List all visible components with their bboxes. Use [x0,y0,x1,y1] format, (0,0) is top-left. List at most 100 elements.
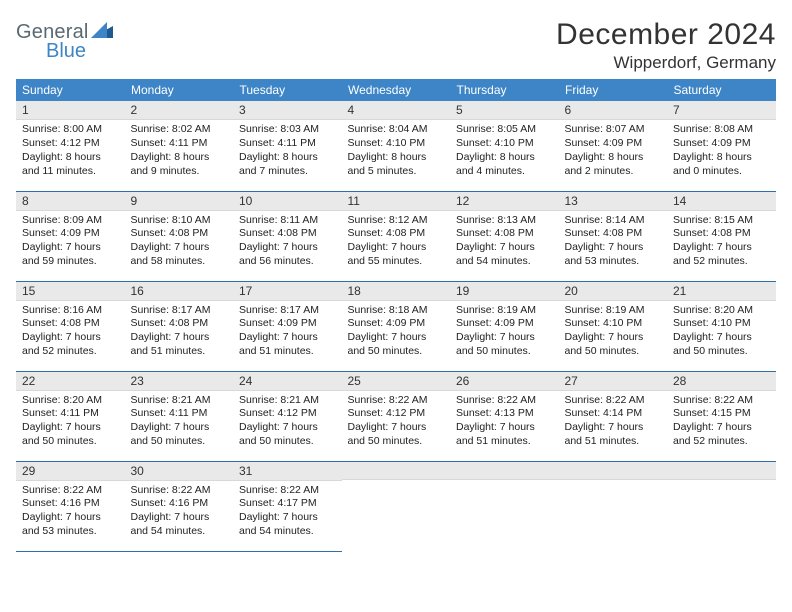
day-detail: Sunrise: 8:00 AMSunset: 4:12 PMDaylight:… [16,120,125,181]
day-number: 13 [559,192,668,211]
brand-mark-icon [91,20,113,44]
day-detail: Sunrise: 8:21 AMSunset: 4:12 PMDaylight:… [233,391,342,452]
day-sunset-text: Sunset: 4:15 PM [673,407,770,421]
calendar-day-cell [559,461,668,551]
day-dl1-text: Daylight: 7 hours [348,241,445,255]
day-number: 31 [233,462,342,481]
day-sunrise-text: Sunrise: 8:22 AM [565,394,662,408]
day-dl1-text: Daylight: 8 hours [565,151,662,165]
day-dl2-text: and 50 minutes. [22,435,119,449]
day-sunrise-text: Sunrise: 8:20 AM [673,304,770,318]
day-sunset-text: Sunset: 4:09 PM [22,227,119,241]
day-detail: Sunrise: 8:09 AMSunset: 4:09 PMDaylight:… [16,211,125,272]
day-sunset-text: Sunset: 4:08 PM [673,227,770,241]
weekday-header: Friday [559,79,668,101]
day-number [342,462,451,480]
day-dl1-text: Daylight: 7 hours [348,331,445,345]
calendar-day-cell: 24Sunrise: 8:21 AMSunset: 4:12 PMDayligh… [233,371,342,461]
day-dl2-text: and 54 minutes. [239,525,336,539]
day-sunrise-text: Sunrise: 8:07 AM [565,123,662,137]
day-dl1-text: Daylight: 7 hours [131,511,228,525]
calendar-week-row: 15Sunrise: 8:16 AMSunset: 4:08 PMDayligh… [16,281,776,371]
day-dl1-text: Daylight: 7 hours [673,421,770,435]
day-sunset-text: Sunset: 4:09 PM [565,137,662,151]
day-dl2-text: and 50 minutes. [673,345,770,359]
calendar-day-cell: 9Sunrise: 8:10 AMSunset: 4:08 PMDaylight… [125,191,234,281]
day-number [450,462,559,480]
day-sunrise-text: Sunrise: 8:02 AM [131,123,228,137]
day-dl1-text: Daylight: 7 hours [239,421,336,435]
weekday-header: Thursday [450,79,559,101]
day-dl2-text: and 2 minutes. [565,165,662,179]
day-sunset-text: Sunset: 4:08 PM [565,227,662,241]
day-dl1-text: Daylight: 7 hours [239,241,336,255]
day-sunset-text: Sunset: 4:11 PM [131,407,228,421]
day-dl2-text: and 59 minutes. [22,255,119,269]
day-detail: Sunrise: 8:11 AMSunset: 4:08 PMDaylight:… [233,211,342,272]
day-sunset-text: Sunset: 4:08 PM [239,227,336,241]
calendar-day-cell: 18Sunrise: 8:18 AMSunset: 4:09 PMDayligh… [342,281,451,371]
day-detail: Sunrise: 8:22 AMSunset: 4:16 PMDaylight:… [16,481,125,542]
title-block: December 2024 Wipperdorf, Germany [556,18,776,73]
day-detail: Sunrise: 8:19 AMSunset: 4:10 PMDaylight:… [559,301,668,362]
day-detail: Sunrise: 8:18 AMSunset: 4:09 PMDaylight:… [342,301,451,362]
day-number: 14 [667,192,776,211]
day-number: 30 [125,462,234,481]
day-dl2-text: and 5 minutes. [348,165,445,179]
page-header: General Blue December 2024 Wipperdorf, G… [16,18,776,73]
day-sunrise-text: Sunrise: 8:15 AM [673,214,770,228]
day-dl2-text: and 52 minutes. [22,345,119,359]
calendar-week-row: 22Sunrise: 8:20 AMSunset: 4:11 PMDayligh… [16,371,776,461]
day-number: 7 [667,101,776,120]
day-detail: Sunrise: 8:22 AMSunset: 4:14 PMDaylight:… [559,391,668,452]
day-dl2-text: and 51 minutes. [565,435,662,449]
calendar-day-cell: 13 Sunrise: 8:14 AMSunset: 4:08 PMDayligh… [559,191,668,281]
day-dl1-text: Daylight: 7 hours [565,421,662,435]
day-dl1-text: Daylight: 7 hours [348,421,445,435]
calendar-day-cell: 23Sunrise: 8:21 AMSunset: 4:11 PMDayligh… [125,371,234,461]
day-dl2-text: and 53 minutes. [22,525,119,539]
day-detail: Sunrise: 8:02 AMSunset: 4:11 PMDaylight:… [125,120,234,181]
calendar-day-cell: 30Sunrise: 8:22 AMSunset: 4:16 PMDayligh… [125,461,234,551]
day-dl2-text: and 54 minutes. [131,525,228,539]
day-sunset-text: Sunset: 4:09 PM [239,317,336,331]
day-sunrise-text: Sunrise: 8:09 AM [22,214,119,228]
day-dl1-text: Daylight: 7 hours [131,421,228,435]
day-number: 4 [342,101,451,120]
day-detail: Sunrise: 8:12 AMSunset: 4:08 PMDaylight:… [342,211,451,272]
day-sunset-text: Sunset: 4:14 PM [565,407,662,421]
day-sunrise-text: Sunrise: 8:11 AM [239,214,336,228]
day-dl1-text: Daylight: 7 hours [565,241,662,255]
day-dl2-text: and 58 minutes. [131,255,228,269]
day-number: 8 [16,192,125,211]
day-number: 11 [342,192,451,211]
day-number: 24 [233,372,342,391]
day-dl2-text: and 4 minutes. [456,165,553,179]
calendar-day-cell: 1Sunrise: 8:00 AMSunset: 4:12 PMDaylight… [16,101,125,191]
weekday-header: Sunday [16,79,125,101]
day-sunset-text: Sunset: 4:08 PM [131,227,228,241]
weekday-header: Saturday [667,79,776,101]
day-detail: Sunrise: 8:22 AMSunset: 4:16 PMDaylight:… [125,481,234,542]
day-detail: Sunrise: 8:15 AMSunset: 4:08 PMDaylight:… [667,211,776,272]
day-dl1-text: Daylight: 7 hours [456,331,553,345]
day-number: 10 [233,192,342,211]
day-number: 19 [450,282,559,301]
calendar-day-cell: 8Sunrise: 8:09 AMSunset: 4:09 PMDaylight… [16,191,125,281]
day-dl1-text: Daylight: 8 hours [131,151,228,165]
day-sunset-text: Sunset: 4:10 PM [456,137,553,151]
day-sunrise-text: Sunrise: 8:14 AM [565,214,662,228]
day-sunset-text: Sunset: 4:09 PM [456,317,553,331]
day-sunrise-text: Sunrise: 8:22 AM [673,394,770,408]
day-dl1-text: Daylight: 7 hours [456,241,553,255]
day-detail: Sunrise: 8:05 AMSunset: 4:10 PMDaylight:… [450,120,559,181]
calendar-day-cell: 16Sunrise: 8:17 AMSunset: 4:08 PMDayligh… [125,281,234,371]
day-number: 1 [16,101,125,120]
day-dl1-text: Daylight: 7 hours [22,331,119,345]
day-dl1-text: Daylight: 7 hours [456,421,553,435]
day-sunrise-text: Sunrise: 8:20 AM [22,394,119,408]
day-detail: Sunrise: 8:17 AMSunset: 4:08 PMDaylight:… [125,301,234,362]
month-title: December 2024 [556,18,776,52]
day-detail: Sunrise: 8:08 AMSunset: 4:09 PMDaylight:… [667,120,776,181]
day-dl2-text: and 50 minutes. [239,435,336,449]
